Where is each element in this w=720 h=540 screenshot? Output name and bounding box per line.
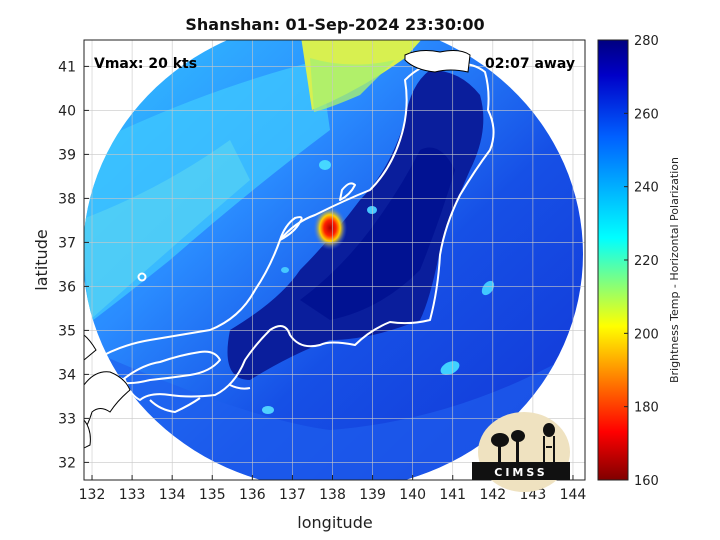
colorbar-tick-label: 160 xyxy=(634,474,659,489)
x-tick-label: 133 xyxy=(119,487,146,503)
y-tick-label: 32 xyxy=(58,455,76,471)
x-tick-label: 141 xyxy=(439,487,466,503)
x-tick-label: 142 xyxy=(479,487,506,503)
x-tick-label: 144 xyxy=(560,487,587,503)
colorbar-label: Brightness Temp - Horizontal Polarizatio… xyxy=(668,157,681,383)
colorbar-ticks: 160 180 200 220 240 260 280 xyxy=(624,34,659,489)
y-tick-label: 37 xyxy=(58,235,76,251)
plot-frame xyxy=(83,39,586,481)
colorbar-tick-label: 180 xyxy=(634,401,659,416)
y-tick-label: 41 xyxy=(58,59,76,75)
coastline xyxy=(94,62,495,413)
x-tick-label: 140 xyxy=(399,487,426,503)
y-tick-label: 34 xyxy=(58,367,76,383)
colorbar xyxy=(597,39,629,481)
y-tick-label: 40 xyxy=(58,103,76,119)
colorbar-tick-label: 220 xyxy=(634,254,659,269)
logo-text: CIMSS xyxy=(494,466,547,479)
cimss-logo: CIMSS xyxy=(472,412,570,492)
y-axis-label: latitude xyxy=(32,229,51,290)
vmax-annotation: Vmax: 20 kts xyxy=(94,56,197,72)
x-axis-label: longitude xyxy=(297,513,372,532)
x-tick-label: 136 xyxy=(239,487,266,503)
x-tick-label: 132 xyxy=(79,487,106,503)
chart-title: Shanshan: 01-Sep-2024 23:30:00 xyxy=(185,15,484,34)
x-axis-ticks: 132 133 134 135 136 137 138 139 140 141 142 143 144 xyxy=(79,475,587,503)
x-tick-label: 138 xyxy=(319,487,346,503)
colorbar-tick-label: 200 xyxy=(634,327,659,342)
x-tick-label: 134 xyxy=(159,487,186,503)
colorbar-tick-label: 280 xyxy=(634,34,659,49)
x-tick-label: 135 xyxy=(199,487,226,503)
y-tick-label: 33 xyxy=(58,411,76,427)
y-tick-label: 38 xyxy=(58,191,76,207)
y-tick-label: 35 xyxy=(58,323,76,339)
y-tick-label: 39 xyxy=(58,147,76,163)
colorbar-tick-label: 260 xyxy=(634,107,659,122)
grid-lines xyxy=(84,40,585,480)
y-tick-label: 36 xyxy=(58,279,76,295)
coastline-outside xyxy=(84,50,471,449)
time-away-annotation: 02:07 away xyxy=(485,56,575,72)
x-tick-label: 137 xyxy=(279,487,306,503)
x-tick-label: 139 xyxy=(359,487,386,503)
colorbar-tick-label: 240 xyxy=(634,181,659,196)
y-axis-ticks: 32 33 34 35 36 37 38 39 40 41 xyxy=(58,59,89,471)
